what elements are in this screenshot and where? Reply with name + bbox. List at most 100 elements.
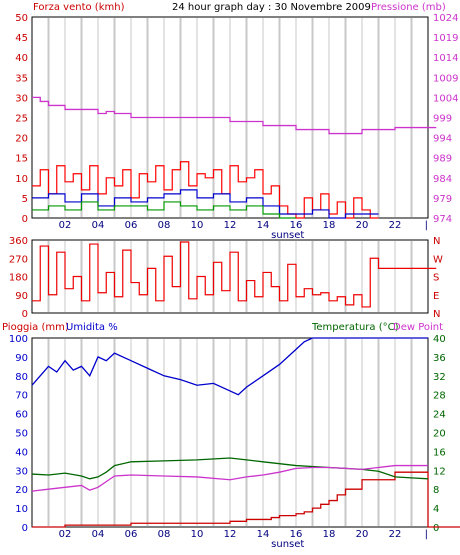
panel3-ytick-label-right: 24 bbox=[433, 410, 446, 421]
panel3-ytick-label-right: 12 bbox=[433, 466, 446, 477]
panel1-ytick-label: 25 bbox=[15, 114, 28, 125]
panel1-ytick-label: 5 bbox=[22, 194, 28, 205]
panel1-xtick-label: 16 bbox=[290, 220, 303, 231]
panel3-ytick-label-right: 32 bbox=[433, 372, 446, 383]
panel3-series-line-3 bbox=[31, 464, 428, 492]
panel2-ytick-label-right: S bbox=[433, 273, 439, 284]
panel3-ytick-label-right: 36 bbox=[433, 353, 446, 364]
panel3-ytick-label-right: 16 bbox=[433, 447, 446, 458]
panel1-ytick-label: 50 bbox=[15, 13, 28, 24]
panel3-ytick-label: 50 bbox=[15, 429, 28, 440]
panel3-ytick-label: 10 bbox=[15, 504, 28, 515]
panel2-series-line bbox=[32, 241, 437, 308]
panel3-xtick-label: 20 bbox=[356, 529, 369, 540]
panel1-ytick-label-right: 1009 bbox=[433, 73, 458, 84]
panel3-xtick-label: 08 bbox=[158, 529, 171, 540]
panel1-series-line-3 bbox=[32, 96, 437, 135]
panel1-xtick-label: 20 bbox=[356, 220, 369, 231]
panel3-left-label-1: Pioggia (mm) bbox=[2, 322, 69, 333]
chart-title: 24 hour graph day : 30 Novembre 2009 bbox=[172, 2, 371, 13]
panel3-ytick-label: 60 bbox=[15, 410, 28, 421]
panel3-ytick-label-right: 28 bbox=[433, 391, 446, 402]
panel3-xtick-label: 02 bbox=[59, 529, 72, 540]
panel3-ytick-label: 40 bbox=[15, 447, 28, 458]
panel2-ytick-label: 360 bbox=[9, 236, 28, 247]
panel1-xtick-label: 06 bbox=[125, 220, 138, 231]
panel1-xtick-label: 10 bbox=[191, 220, 204, 231]
panel3-ytick-label: 20 bbox=[15, 485, 28, 496]
panel3-xtick-label: 14 bbox=[257, 529, 270, 540]
panel1-ytick-label: 45 bbox=[15, 33, 28, 44]
panel1-ytick-label: 0 bbox=[22, 214, 28, 225]
panel3-right-label-2: Dew Point bbox=[393, 322, 443, 333]
panel1-ytick-label: 20 bbox=[15, 134, 28, 145]
panel3-ytick-label-right: 8 bbox=[433, 485, 439, 496]
panel3-ytick-label: 80 bbox=[15, 372, 28, 383]
panel1-ytick-label-right: 1014 bbox=[433, 53, 458, 64]
panel1-ytick-label: 15 bbox=[15, 154, 28, 165]
panel3-sunset-annotation: sunset bbox=[271, 539, 304, 550]
panel-wind-pressure: 0 5 10 15 20 25 30 35 40 45 50 974 979 984 989 994 999 10… bbox=[15, 13, 458, 241]
panel1-ytick-label: 35 bbox=[15, 73, 28, 84]
panel3-ytick-label-right: 0 bbox=[433, 523, 439, 534]
panel2-ytick-label-right: W bbox=[433, 254, 443, 265]
panel1-xtick-label: 22 bbox=[389, 220, 402, 231]
panel1-series-line-2 bbox=[32, 201, 296, 219]
panel1-ytick-label-right: 994 bbox=[433, 134, 452, 145]
panel3-right-label-1: Temperatura (°C) bbox=[311, 322, 399, 333]
panel1-ytick-label-right: 984 bbox=[433, 174, 452, 185]
panel1-xtick-label: 08 bbox=[158, 220, 171, 231]
panel3-xtick-end: | bbox=[425, 529, 428, 540]
panel3-ytick-label: 100 bbox=[9, 334, 28, 345]
panel2-ytick-label: 90 bbox=[15, 291, 28, 302]
panel2-ytick-label: 0 bbox=[22, 309, 28, 320]
panel3-ytick-label: 90 bbox=[15, 353, 28, 364]
panel1-xtick-label: 02 bbox=[59, 220, 72, 231]
header-right-label: Pressione (mb) bbox=[371, 2, 446, 13]
panel1-series-line-1 bbox=[32, 189, 379, 219]
panel2-ytick-label-right: N bbox=[433, 309, 440, 320]
panel3-ytick-label: 70 bbox=[15, 391, 28, 402]
panel2-ytick-label: 180 bbox=[9, 273, 28, 284]
panel2-ytick-label-right: N bbox=[433, 236, 440, 247]
panel3-ytick-label-right: 40 bbox=[433, 334, 446, 345]
panel1-xtick-label: 12 bbox=[224, 220, 237, 231]
panel3-xtick-label: 10 bbox=[191, 529, 204, 540]
panel1-ytick-label-right: 1004 bbox=[433, 93, 458, 104]
panel3-series-line-1 bbox=[32, 471, 460, 528]
panel3-xtick-label: 06 bbox=[125, 529, 138, 540]
header-left-label: Forza vento (kmh) bbox=[33, 2, 125, 13]
panel3-xtick-label: 12 bbox=[224, 529, 237, 540]
panel-rain-humidity-temp: 0102030405060708090100048121620242832364… bbox=[9, 334, 460, 550]
panel3-xtick-label: 04 bbox=[92, 529, 105, 540]
panel1-ytick-label-right: 974 bbox=[433, 214, 452, 225]
panel3-xtick-label: 22 bbox=[389, 529, 402, 540]
panel1-sunset-annotation: sunset bbox=[271, 230, 304, 241]
panel1-ytick-label: 40 bbox=[15, 53, 28, 64]
panel1-xtick-end: | bbox=[425, 220, 428, 231]
panel1-ytick-label: 30 bbox=[15, 93, 28, 104]
panel3-ytick-label-right: 20 bbox=[433, 429, 446, 440]
panel1-xtick-label: 18 bbox=[323, 220, 336, 231]
panel3-ytick-label-right: 4 bbox=[433, 504, 439, 515]
panel1-xtick-label: 14 bbox=[257, 220, 270, 231]
panel1-xtick-label: 04 bbox=[92, 220, 105, 231]
panel2-ytick-label-right: E bbox=[433, 291, 439, 302]
panel1-ytick-label-right: 999 bbox=[433, 114, 452, 125]
panel1-ytick-label-right: 979 bbox=[433, 194, 452, 205]
panel1-series-line-0 bbox=[32, 161, 379, 219]
panel1-ytick-label-right: 1024 bbox=[433, 13, 458, 24]
panel1-ytick-label: 10 bbox=[15, 174, 28, 185]
panel2-ytick-label: 270 bbox=[9, 254, 28, 265]
panel3-xtick-label: 18 bbox=[323, 529, 336, 540]
panel3-series-line-0 bbox=[31, 337, 428, 396]
panel3-xtick-label: 16 bbox=[290, 529, 303, 540]
panel3-ytick-label: 0 bbox=[22, 523, 28, 534]
panel1-ytick-label-right: 989 bbox=[433, 154, 452, 165]
panel3-left-label-2: Umidita % bbox=[66, 322, 118, 333]
panel1-ytick-label-right: 1019 bbox=[433, 33, 458, 44]
panel3-ytick-label: 30 bbox=[15, 466, 28, 477]
